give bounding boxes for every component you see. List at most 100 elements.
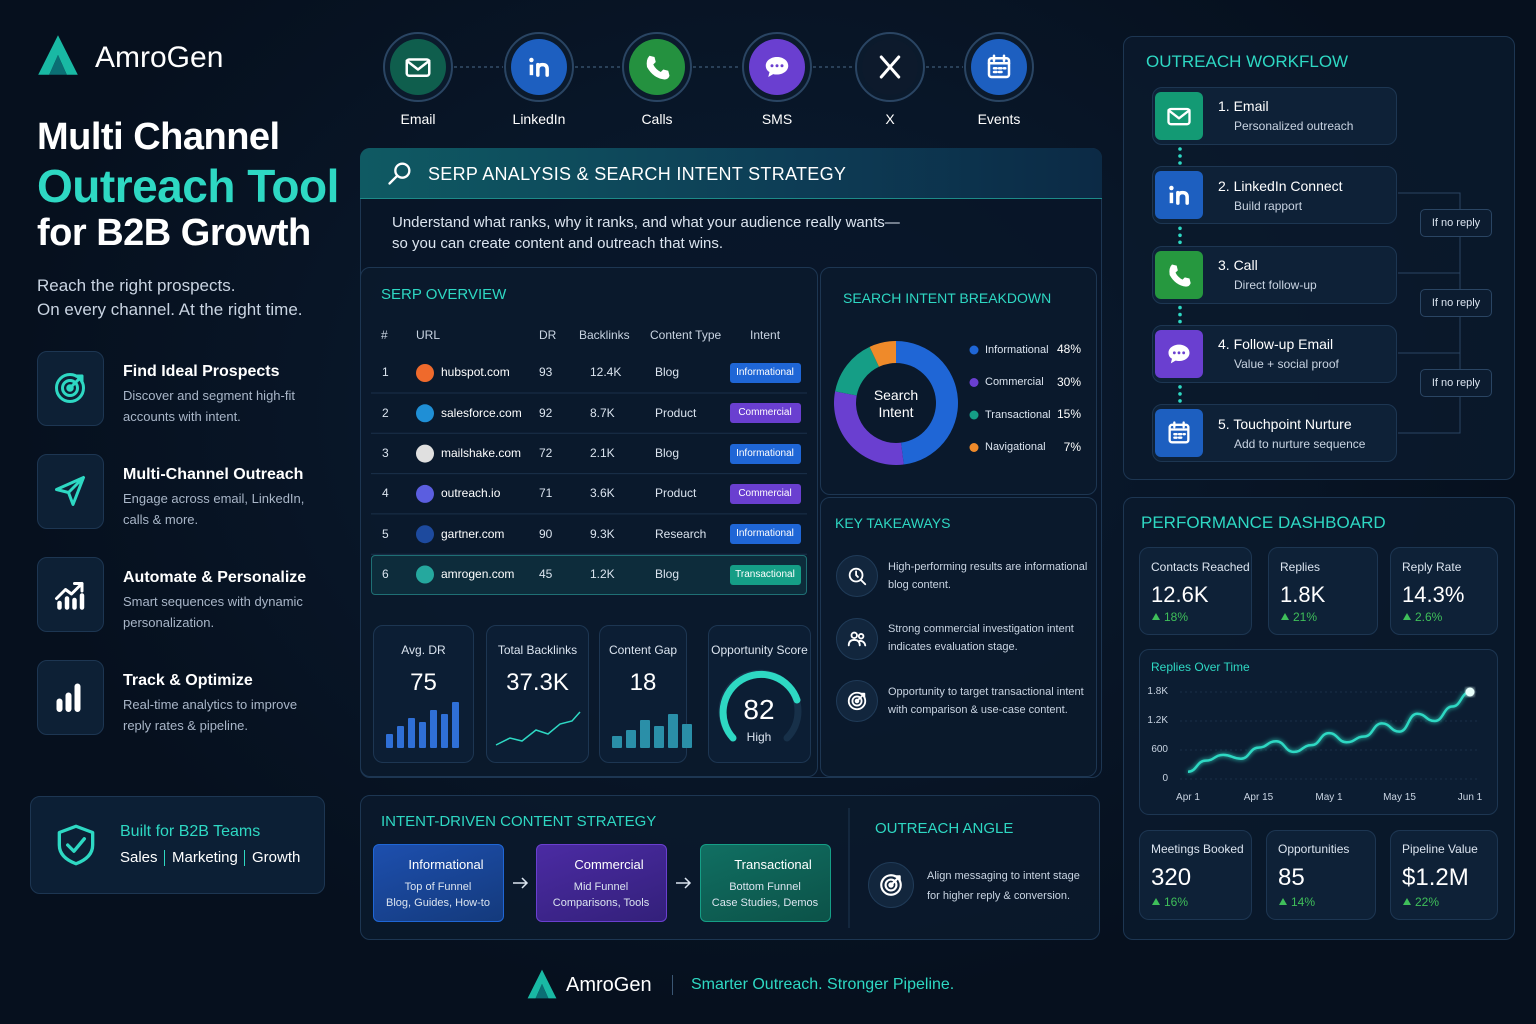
feature-title: Track & Optimize: [123, 672, 253, 690]
legend-label: Informational: [985, 343, 1049, 356]
stage-card: [373, 844, 504, 922]
hero-subtitle: On every channel. At the right time.: [37, 299, 303, 319]
legend-label: Commercial: [985, 376, 1044, 389]
icon-part: [1167, 109, 1191, 120]
branch-label: If no reply: [1431, 216, 1481, 229]
up-triangle: [1152, 898, 1160, 905]
panel-title: INTENT-DRIVEN CONTENT STRATEGY: [381, 812, 657, 830]
logo-mark: [527, 969, 557, 999]
icon-part: [770, 64, 774, 68]
separator: [164, 850, 165, 866]
separator: [244, 850, 245, 866]
url: amrogen.com: [441, 566, 515, 581]
takeaway-text: Strong commercial investigation intent: [888, 623, 1074, 636]
pill: Transactional: [729, 564, 801, 585]
icon-part: [850, 631, 858, 639]
panel-title: KEY TAKEAWAYS: [835, 515, 951, 532]
kpi-change: 14%: [1291, 895, 1316, 910]
footer-tagline: Smarter Outreach. Stronger Pipeline.: [691, 976, 955, 994]
feature-title: Automate & Personalize: [123, 569, 307, 587]
step-icon-box: [1155, 250, 1203, 299]
backlinks: 2.1K: [590, 446, 615, 460]
icon-part: [1168, 423, 1190, 444]
legend-dot: [969, 410, 979, 420]
icon-part: [888, 882, 894, 888]
icon-part: [56, 683, 81, 712]
stage-examples: Comparisons, Tools: [552, 896, 650, 909]
favicon: [416, 364, 434, 382]
separator: [672, 975, 673, 995]
stage-examples: Blog, Guides, How-to: [386, 896, 490, 909]
icon-part: [57, 593, 85, 610]
icon-part: [1169, 264, 1191, 287]
icon-part: [55, 582, 84, 600]
rank: 4: [382, 486, 389, 501]
column-header: DR: [539, 328, 557, 343]
badge-item: Sales: [120, 848, 158, 866]
decor-bar: [682, 724, 692, 748]
icon-part: [879, 55, 901, 79]
step-title: 2. LinkedIn Connect: [1218, 177, 1343, 194]
icon-part: [847, 691, 867, 711]
kpi-label: Pipeline Value: [1402, 842, 1478, 857]
icon: [388, 162, 411, 185]
brand-name: AmroGen: [95, 40, 224, 74]
decor-bar: [430, 710, 437, 748]
column-header: Content Type: [650, 328, 722, 343]
rank: 3: [382, 446, 389, 460]
icon: [847, 691, 867, 711]
icon: [880, 874, 902, 896]
icon-part: [1182, 351, 1186, 355]
icon-part: [536, 62, 549, 77]
y-tick-label: 1.2K: [1147, 715, 1168, 726]
dr: 90: [539, 526, 553, 541]
icon: [1168, 421, 1190, 444]
decor-bar: [441, 714, 448, 748]
decor-bar: [640, 720, 650, 748]
panel-title: SERP OVERVIEW: [381, 285, 507, 303]
panel-title: OUTREACH WORKFLOW: [1146, 51, 1349, 71]
icon: [55, 476, 85, 506]
footer-brand: AmroGen: [566, 974, 652, 996]
content-type: Blog: [655, 365, 680, 380]
rank: 6: [382, 566, 389, 581]
decor-bar: [612, 736, 622, 748]
table-lines: [371, 364, 807, 584]
icon-part: [68, 374, 84, 390]
icon: [55, 582, 85, 610]
step-text: Add to nurture sequence: [1234, 436, 1366, 451]
column-header: #: [381, 328, 388, 343]
kpi-change: 18%: [1164, 610, 1189, 625]
column-header: Backlinks: [579, 328, 630, 343]
rank: 5: [382, 526, 389, 541]
metric-value: 75: [410, 668, 437, 696]
kpi-value: 14.3%: [1402, 581, 1465, 607]
dr: 92: [539, 405, 553, 420]
kpi-label: Meetings Booked: [1151, 842, 1244, 857]
icon-part: [646, 55, 670, 80]
connector-dot: [1178, 161, 1182, 165]
kpi-card: [1268, 547, 1378, 635]
angle-text: Align messaging to intent stage: [927, 869, 1080, 882]
branch-label: If no reply: [1431, 376, 1481, 389]
line-series: [1187, 690, 1471, 773]
icon-part: [847, 638, 867, 646]
step-icon-box: [1155, 92, 1203, 140]
pill: Informational: [729, 363, 801, 383]
value-label: 30%: [1056, 374, 1081, 389]
icon: [1169, 186, 1189, 206]
takeaway-text: Opportunity to target transactional inte…: [888, 685, 1084, 698]
donut-center-label: Intent: [878, 404, 914, 421]
value-label: 7%: [1063, 439, 1081, 454]
backlinks: 3.6K: [590, 486, 615, 501]
icon-part: [1172, 351, 1176, 355]
badge-item: Marketing: [172, 848, 238, 866]
stage-funnel: Top of Funnel: [404, 880, 472, 893]
icon: [529, 57, 549, 77]
intro-text: Understand what ranks, why it ranks, and…: [392, 213, 900, 231]
channel-label: Email: [400, 111, 436, 128]
panel-title: SEARCH INTENT BREAKDOWN: [843, 290, 1052, 307]
hero-subtitle: Reach the right prospects.: [37, 275, 236, 295]
kpi-card: [1139, 830, 1252, 920]
icon: [57, 824, 95, 866]
